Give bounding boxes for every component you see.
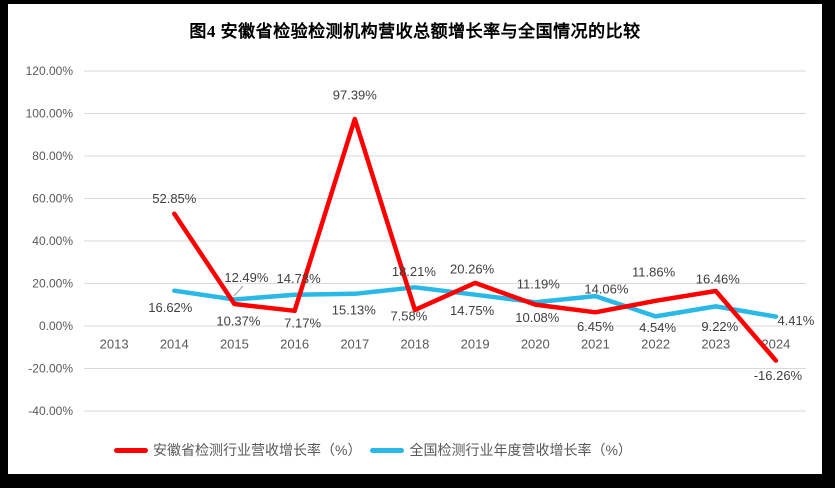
line-chart: 120.00% 100.00% 80.00% 60.00% 40.00% 20.00% 0.… <box>26 64 815 418</box>
data-label: 52.85% <box>152 191 197 206</box>
y-axis-tick: 80.00% <box>32 149 73 163</box>
y-axis-tick: 20.00% <box>32 277 73 291</box>
x-axis-tick: 2014 <box>160 337 189 352</box>
data-label: 14.75% <box>450 303 495 318</box>
y-axis-tick: 40.00% <box>32 234 73 248</box>
data-label: 15.13% <box>332 302 377 317</box>
data-label: 4.54% <box>639 320 676 335</box>
data-label: 7.58% <box>390 308 427 323</box>
x-axis-tick: 2022 <box>641 337 670 352</box>
x-axis-tick: 2021 <box>581 337 610 352</box>
y-axis-tick: 60.00% <box>32 192 73 206</box>
y-axis-tick: 0.00% <box>39 319 73 333</box>
legend-entry-anhui: 安徽省检测行业营收增长率（%） <box>114 440 361 460</box>
x-axis-tick: 2015 <box>220 337 249 352</box>
data-label: 16.46% <box>696 272 741 287</box>
legend-entry-national: 全国检测行业年度营收增长率（%） <box>370 440 632 460</box>
x-axis-tick: 2013 <box>100 337 129 352</box>
x-axis-tick: 2017 <box>340 337 369 352</box>
x-axis-tick: 2019 <box>461 337 490 352</box>
data-label: 97.39% <box>333 88 378 103</box>
legend-line-swatch-national <box>370 447 405 453</box>
data-label: 7.17% <box>284 315 321 330</box>
data-labels: 52.85% 10.37% 7.17% 97.39% 7.58% 20.26% 10.08%… <box>148 88 815 384</box>
data-label: 10.37% <box>216 314 261 329</box>
data-label: 14.06% <box>584 282 629 297</box>
data-label: 4.41% <box>777 313 814 328</box>
y-axis-tick-labels: 120.00% 100.00% 80.00% 60.00% 40.00% 20.00% 0.… <box>26 64 74 418</box>
y-axis-tick: -40.00% <box>28 404 73 418</box>
x-axis-tick: 2020 <box>521 337 550 352</box>
data-label: 11.19% <box>517 277 561 292</box>
series-line-anhui <box>172 116 779 363</box>
legend-line-swatch-anhui <box>114 447 148 453</box>
data-label: 10.08% <box>515 310 560 325</box>
data-label: 20.26% <box>450 261 495 276</box>
data-label: 12.49% <box>224 270 269 285</box>
data-label: 6.45% <box>577 319 614 334</box>
x-axis-tick: 2018 <box>400 337 429 352</box>
data-label: 9.22% <box>701 319 738 334</box>
legend-label-national: 全国检测行业年度营收增长率（%） <box>409 442 632 458</box>
label-leader-line <box>233 285 244 297</box>
x-axis-tick: 2016 <box>280 337 309 352</box>
y-axis-tick: -20.00% <box>28 362 73 376</box>
x-axis-tick: 2024 <box>761 337 790 352</box>
series-line-national <box>172 285 779 319</box>
data-label: 18.21% <box>392 264 437 279</box>
x-axis-tick-labels: 2013 2014 2015 2016 2017 2018 2019 2020 2021 2022… <box>100 337 791 352</box>
gridlines <box>84 70 806 412</box>
chart-title: 图4 安徽省检验检测机构营收总额增长率与全国情况的比较 <box>189 22 641 41</box>
legend-label-anhui: 安徽省检测行业营收增长率（%） <box>153 442 362 458</box>
data-label: 16.62% <box>148 300 193 315</box>
y-axis-tick: 120.00% <box>26 64 74 78</box>
chart-legend: 安徽省检测行业营收增长率（%） 全国检测行业年度营收增长率（%） <box>114 440 632 460</box>
x-axis-tick: 2023 <box>701 337 730 352</box>
data-label: -16.26% <box>754 368 803 383</box>
data-label: 11.86% <box>632 264 676 279</box>
data-label: 14.73% <box>277 271 322 286</box>
y-axis-tick: 100.00% <box>26 107 74 121</box>
